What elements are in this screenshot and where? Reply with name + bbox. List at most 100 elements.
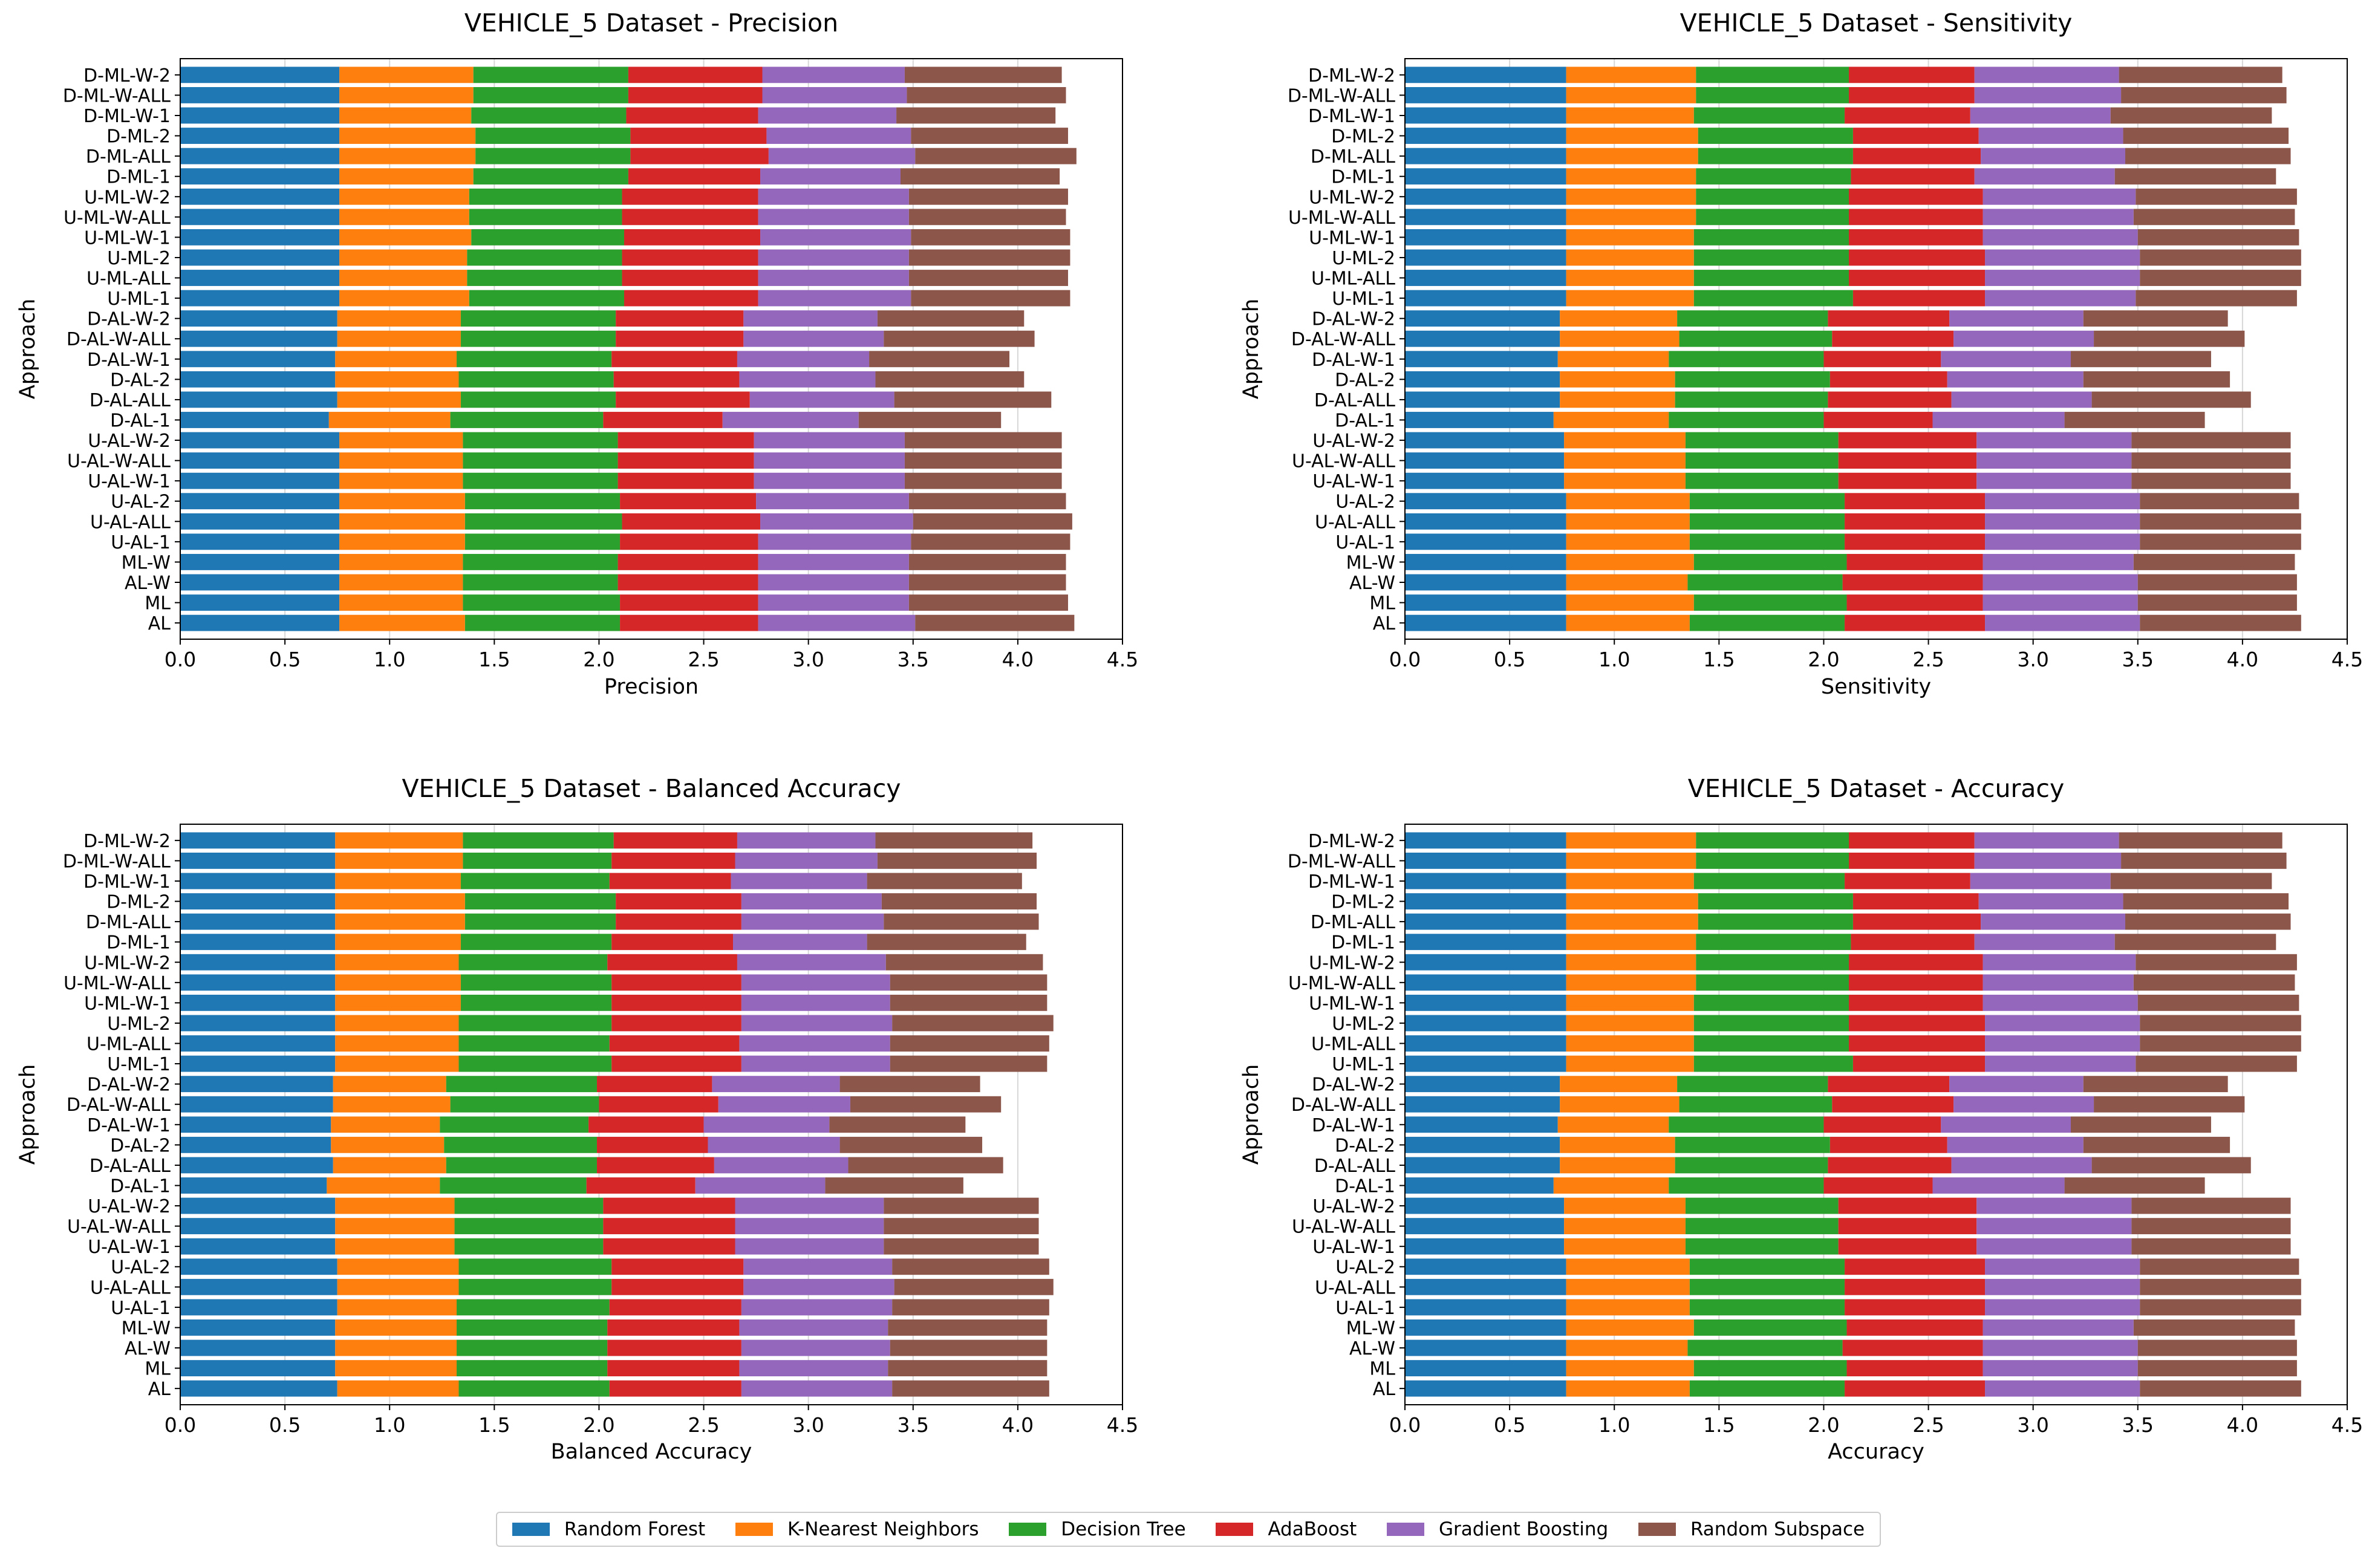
bar-segment [603,1218,735,1235]
bar-segment [1405,614,1566,631]
bar-segment [1985,1278,2140,1295]
y-tick-label: U-AL-W-2 [1312,431,1395,452]
bar-segment [1693,270,1849,286]
x-tick-label: 0.0 [165,648,196,671]
x-axis-label: Accuracy [1828,1440,1924,1464]
bar-segment [333,1076,446,1093]
bar-segment [1845,614,1986,631]
bar-segment [180,391,337,408]
bar-segment [1842,1339,1983,1356]
bar-segment [471,107,627,124]
bar-segment [339,188,469,205]
y-tick-label: U-AL-1 [1335,532,1395,553]
bar-segment [1828,310,1950,327]
bar-segment [603,1238,735,1255]
bar-segment [884,1238,1039,1255]
bar-segment [463,432,618,449]
bar-segment [741,1339,890,1356]
x-tick-label: 3.0 [2017,1413,2048,1437]
x-tick-label: 3.5 [2122,648,2154,671]
bar-segment [1685,472,1839,489]
bar-segment [2119,832,2282,849]
bar-segment [1978,128,2123,144]
bar-segment [1983,974,2134,991]
bar-segment [1932,1177,2065,1194]
legend-item-k-nearest-neighbors: K-Nearest Neighbors [735,1518,979,1540]
bar-segment [1566,832,1696,849]
x-tick-label: 1.5 [1703,648,1735,671]
bar-segment [180,994,336,1011]
bar-segment [337,330,461,347]
bar-segment [1689,1299,1845,1316]
bar-segment [616,893,741,909]
bar-segment [180,86,340,103]
x-tick-label: 1.0 [374,648,405,671]
bar-segment [339,128,476,144]
bar-segment [1566,1258,1690,1275]
bar-segment [2140,1278,2301,1295]
bar-segment [1832,330,1954,347]
bar-segment [617,432,754,449]
bar-segment [471,229,624,246]
bar-segment [712,1076,840,1093]
bar-segment [2140,513,2301,530]
bar-segment [335,351,457,368]
bar-segment [1566,852,1696,869]
bar-segment [1846,594,1983,611]
bar-segment [2110,107,2272,124]
x-tick-label: 1.5 [478,1413,510,1437]
bar-segment [1845,533,1986,550]
y-tick-label: U-AL-2 [1335,492,1395,513]
bar-segment [613,371,740,388]
bar-segment [1405,1218,1565,1235]
bar-segment [904,432,1062,449]
bar-segment [335,873,461,890]
bar-segment [1566,270,1694,286]
bar-segment [180,1278,337,1295]
bar-segment [1693,229,1849,246]
bar-segment [1685,1238,1839,1255]
bar-segment [888,1360,1048,1377]
bar-segment [1823,351,1941,368]
legend-item-random-subspace: Random Subspace [1638,1518,1865,1540]
bar-segment [1405,1197,1565,1214]
bar-segment [1848,994,1983,1011]
bar-segment [335,954,459,971]
bar-segment [894,1278,1054,1295]
bar-segment [611,1258,744,1275]
bar-segment [180,148,340,164]
bar-segment [1830,371,1947,388]
bar-segment [446,1157,597,1174]
bar-segment [739,1319,888,1336]
bar-segment [450,412,604,428]
bar-segment [588,1116,704,1133]
bar-segment [1405,209,1566,226]
bar-segment [1405,594,1566,611]
bar-segment [2091,1157,2251,1174]
bar-segment [2083,371,2230,388]
x-tick-label: 0.5 [1494,648,1525,671]
bar-segment [1405,832,1566,849]
bar-segment [884,1197,1039,1214]
bar-segment [1983,1360,2138,1377]
bar-segment [1677,310,1828,327]
bar-segment [339,148,476,164]
bar-segment [892,1380,1049,1397]
bar-segment [616,913,741,930]
bar-segment [458,371,614,388]
bar-segment [2140,1380,2301,1397]
plot-frame [180,58,1123,640]
bar-segment [622,249,758,266]
bar-segment [885,954,1043,971]
bar-segment [1566,873,1694,890]
legend-item-gradient-boosting: Gradient Boosting [1386,1518,1608,1540]
bar-segment [2070,1116,2211,1133]
bar-segment [892,1258,1049,1275]
bar-segment [1405,1157,1560,1174]
bar-segment [1696,954,1849,971]
bar-segment [1976,472,2132,489]
bar-segment [848,1157,1003,1174]
bar-segment [1689,614,1845,631]
bar-segment [890,1055,1048,1072]
bar-segment [1405,452,1565,469]
